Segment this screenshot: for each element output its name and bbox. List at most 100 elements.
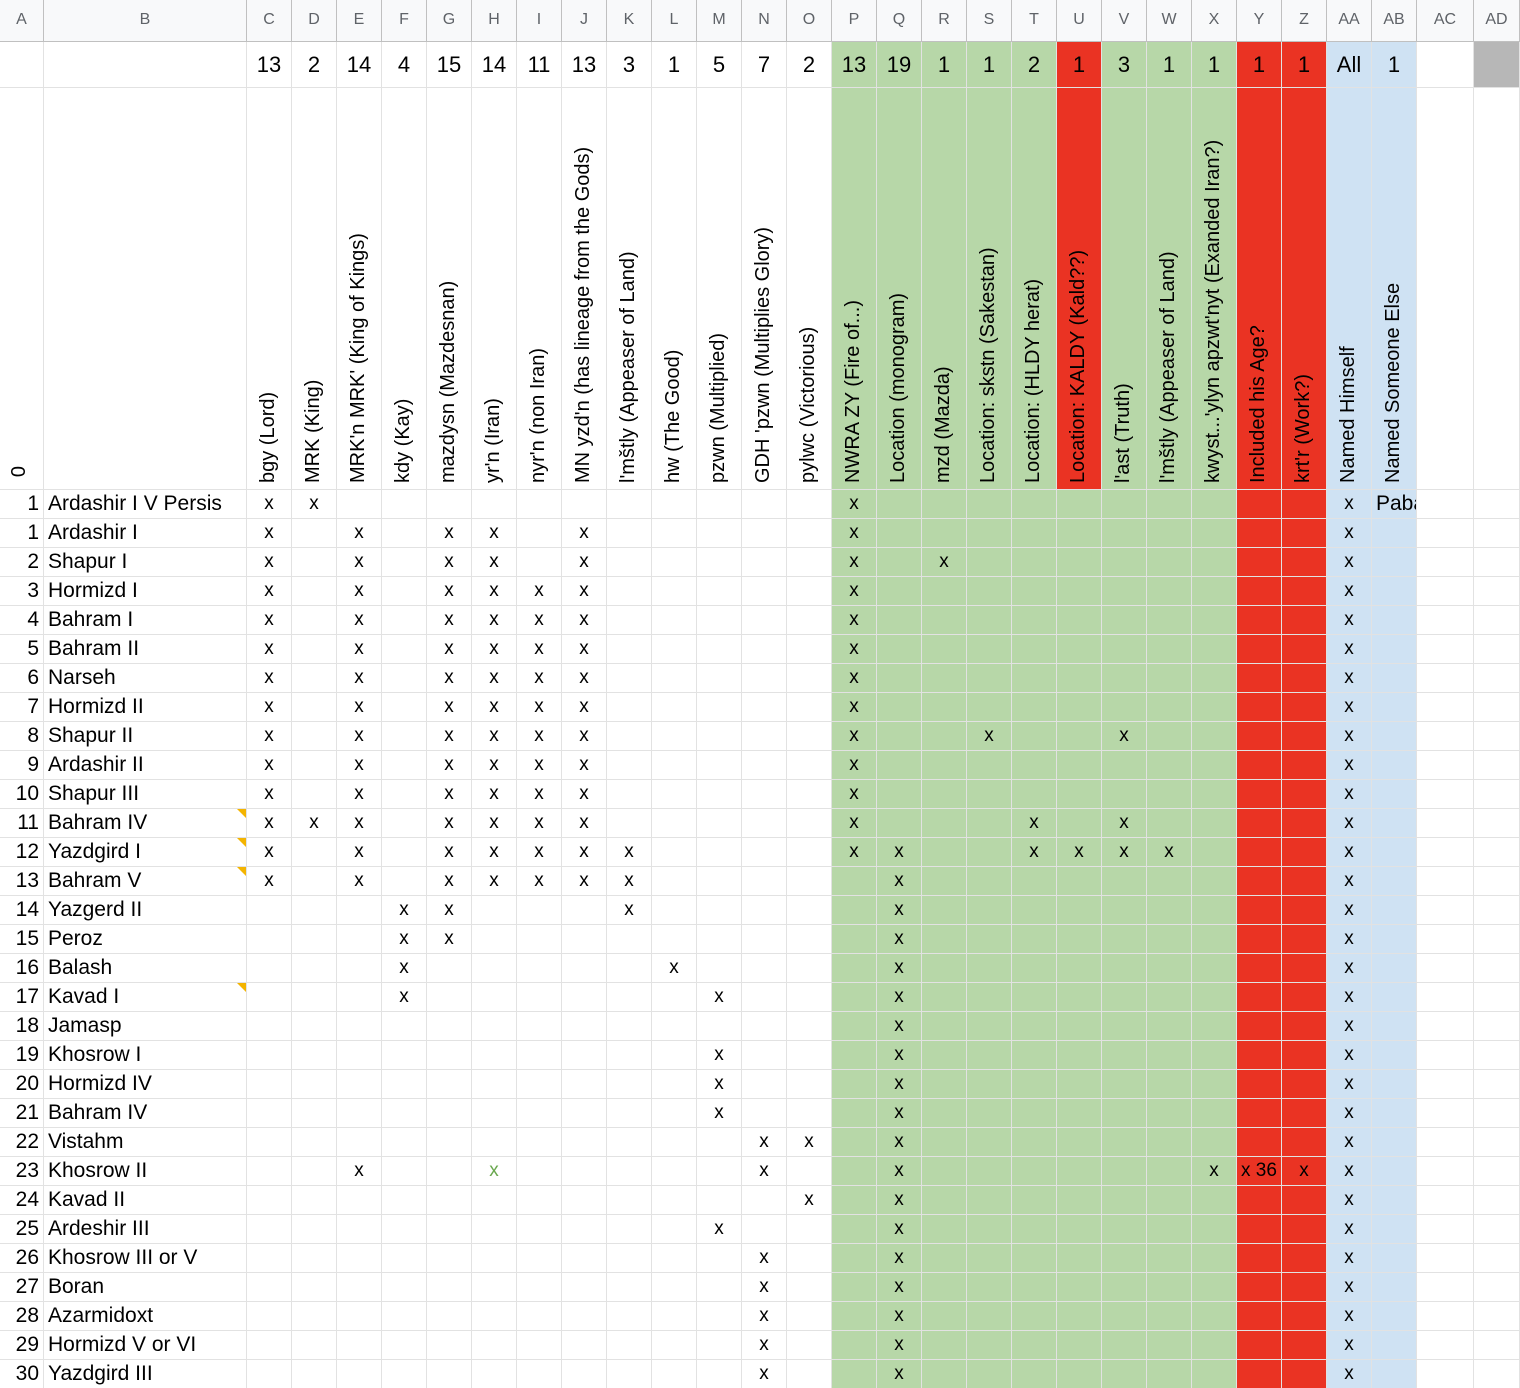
data-cell[interactable]: [1372, 983, 1417, 1012]
data-cell[interactable]: [1012, 925, 1057, 954]
column-header-j[interactable]: J: [562, 0, 607, 42]
data-cell[interactable]: [1012, 1360, 1057, 1388]
data-cell[interactable]: [1474, 780, 1520, 809]
data-cell[interactable]: [922, 1273, 967, 1302]
data-cell[interactable]: [1057, 1128, 1102, 1157]
data-cell[interactable]: [247, 1012, 292, 1041]
data-cell[interactable]: x: [427, 925, 472, 954]
data-cell[interactable]: [382, 1360, 427, 1388]
data-cell[interactable]: [337, 954, 382, 983]
data-cell[interactable]: x: [607, 838, 652, 867]
data-cell[interactable]: [1057, 1215, 1102, 1244]
data-cell[interactable]: [1147, 635, 1192, 664]
data-cell[interactable]: x: [517, 780, 562, 809]
data-cell[interactable]: [922, 751, 967, 780]
data-cell[interactable]: [1474, 1186, 1520, 1215]
data-cell[interactable]: [1147, 693, 1192, 722]
data-cell[interactable]: [247, 1273, 292, 1302]
count-cell-n[interactable]: 7: [742, 42, 787, 88]
data-cell[interactable]: x: [517, 722, 562, 751]
data-cell[interactable]: x: [652, 954, 697, 983]
data-cell[interactable]: [1147, 925, 1192, 954]
data-cell[interactable]: [1057, 954, 1102, 983]
data-cell[interactable]: [787, 867, 832, 896]
data-cell[interactable]: [652, 635, 697, 664]
data-cell[interactable]: [742, 1070, 787, 1099]
header-cell-s[interactable]: Location: skstn (Sakestan): [967, 88, 1012, 490]
data-cell[interactable]: [967, 1215, 1012, 1244]
data-cell[interactable]: [337, 490, 382, 519]
data-cell[interactable]: [517, 490, 562, 519]
header-cell-v[interactable]: l'ast (Truth): [1102, 88, 1147, 490]
column-header-k[interactable]: K: [607, 0, 652, 42]
data-cell[interactable]: [1282, 577, 1327, 606]
data-cell[interactable]: [922, 693, 967, 722]
count-cell-g[interactable]: 15: [427, 42, 472, 88]
data-cell[interactable]: [1102, 548, 1147, 577]
data-cell[interactable]: [607, 722, 652, 751]
data-cell[interactable]: [607, 1128, 652, 1157]
data-cell[interactable]: x: [877, 1360, 922, 1388]
data-cell[interactable]: x: [877, 1099, 922, 1128]
data-cell[interactable]: [472, 1128, 517, 1157]
data-cell[interactable]: [472, 1041, 517, 1070]
data-cell[interactable]: [607, 1186, 652, 1215]
data-cell[interactable]: [1474, 1070, 1520, 1099]
data-cell[interactable]: [742, 751, 787, 780]
data-cell[interactable]: [337, 925, 382, 954]
data-cell[interactable]: x: [697, 983, 742, 1012]
data-cell[interactable]: [1474, 548, 1520, 577]
data-cell[interactable]: [1012, 693, 1057, 722]
header-cell-ac[interactable]: [1417, 88, 1474, 490]
data-cell[interactable]: [1474, 983, 1520, 1012]
data-cell[interactable]: [1102, 780, 1147, 809]
data-cell[interactable]: [1417, 606, 1474, 635]
row-number[interactable]: 19: [0, 1041, 44, 1070]
data-cell[interactable]: [1147, 1099, 1192, 1128]
data-cell[interactable]: [877, 635, 922, 664]
data-cell[interactable]: [652, 867, 697, 896]
data-cell[interactable]: [697, 1244, 742, 1273]
data-cell[interactable]: [832, 1128, 877, 1157]
data-cell[interactable]: [1474, 925, 1520, 954]
data-cell[interactable]: x: [877, 1012, 922, 1041]
data-cell[interactable]: [742, 1012, 787, 1041]
ruler-name[interactable]: Hormizd IV: [44, 1070, 247, 1099]
count-cell-j[interactable]: 13: [562, 42, 607, 88]
data-cell[interactable]: [1012, 954, 1057, 983]
data-cell[interactable]: [1012, 751, 1057, 780]
data-cell[interactable]: [1474, 954, 1520, 983]
data-cell[interactable]: [967, 780, 1012, 809]
data-cell[interactable]: [382, 1215, 427, 1244]
data-cell[interactable]: [1192, 1041, 1237, 1070]
data-cell[interactable]: [1237, 1360, 1282, 1388]
data-cell[interactable]: [1282, 1070, 1327, 1099]
data-cell[interactable]: [382, 548, 427, 577]
data-cell[interactable]: [1237, 809, 1282, 838]
data-cell[interactable]: x: [742, 1273, 787, 1302]
data-cell[interactable]: [562, 1360, 607, 1388]
data-cell[interactable]: x: [1012, 838, 1057, 867]
header-cell-f[interactable]: kdy (Kay): [382, 88, 427, 490]
data-cell[interactable]: [652, 1186, 697, 1215]
data-cell[interactable]: [742, 925, 787, 954]
data-cell[interactable]: [832, 1186, 877, 1215]
data-cell[interactable]: [1102, 751, 1147, 780]
data-cell[interactable]: [1192, 809, 1237, 838]
data-cell[interactable]: x: [967, 722, 1012, 751]
data-cell[interactable]: [337, 1360, 382, 1388]
data-cell[interactable]: [292, 1070, 337, 1099]
data-cell[interactable]: [1417, 838, 1474, 867]
data-cell[interactable]: x: [1327, 1302, 1372, 1331]
data-cell[interactable]: [1474, 838, 1520, 867]
data-cell[interactable]: [292, 519, 337, 548]
data-cell[interactable]: [1417, 490, 1474, 519]
data-cell[interactable]: [922, 1099, 967, 1128]
count-cell-l[interactable]: 1: [652, 42, 697, 88]
data-cell[interactable]: [877, 519, 922, 548]
data-cell[interactable]: [922, 925, 967, 954]
data-cell[interactable]: [877, 664, 922, 693]
ruler-name[interactable]: Khosrow I: [44, 1041, 247, 1070]
data-cell[interactable]: [562, 1186, 607, 1215]
row-number[interactable]: 23: [0, 1157, 44, 1186]
